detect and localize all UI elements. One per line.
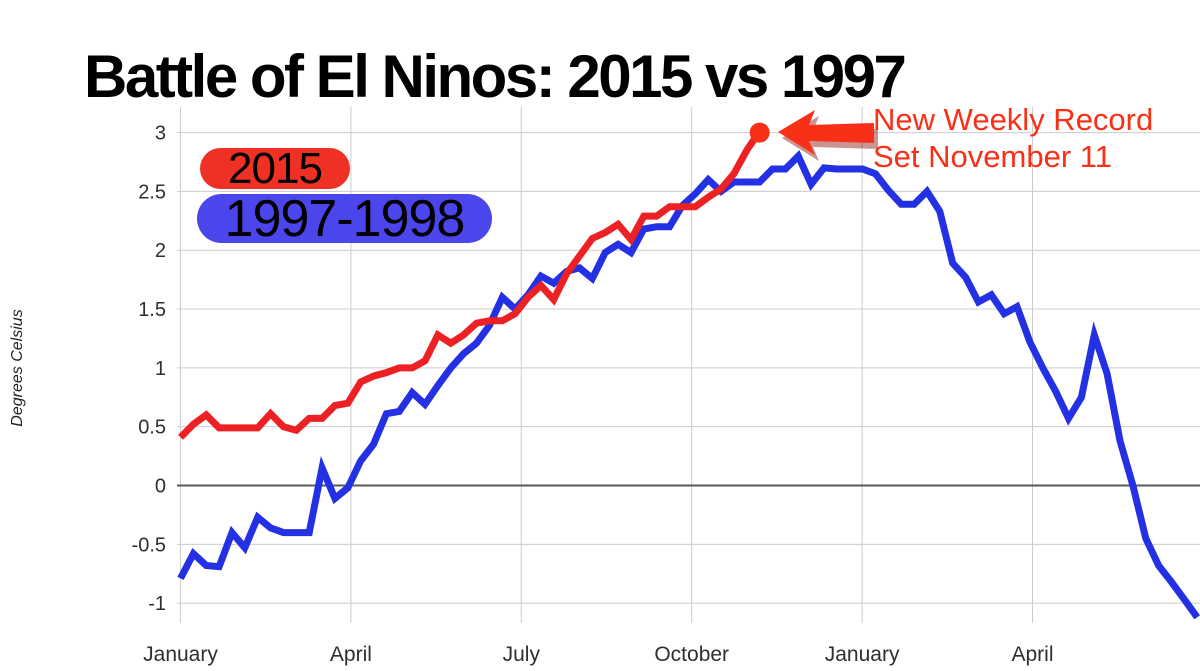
record-annotation-line1: New Weekly Record	[873, 102, 1154, 137]
record-point-marker	[749, 122, 770, 143]
y-axis-title: Degrees Celsius	[9, 309, 26, 426]
y-axis-tick-label: 3	[155, 123, 166, 145]
y-axis-tick-label: -0.5	[132, 534, 166, 556]
legend-label-2015: 2015	[228, 143, 323, 193]
legend-item-1997-1998: 1997-1998	[197, 190, 492, 248]
x-axis-tick-label: January	[143, 643, 218, 666]
y-axis-tick-label: 2	[155, 240, 166, 262]
y-axis-tick-label: -1	[148, 593, 166, 615]
series-line-2015	[178, 129, 763, 440]
x-axis-tick-label: April	[1011, 643, 1053, 666]
x-axis-tick-label: October	[654, 643, 729, 666]
y-axis-tick-label: 0.5	[138, 417, 166, 439]
page-title: Battle of El Ninos: 2015 vs 1997	[84, 43, 907, 111]
series-line-1997-1998	[177, 150, 1200, 620]
y-axis-tick-label: 2.5	[138, 181, 166, 203]
y-axis-tick-label: 0	[155, 476, 166, 498]
x-axis-tick-label: July	[503, 643, 541, 666]
legend-label-1997-1998: 1997-1998	[224, 189, 466, 248]
legend-item-2015: 2015	[200, 144, 350, 193]
annotation-arrow-icon	[778, 110, 874, 155]
record-annotation: New Weekly Record Set November 11	[873, 101, 1153, 175]
y-axis-tick-label: 1.5	[138, 299, 166, 321]
x-axis-tick-label: April	[330, 643, 372, 666]
record-annotation-line2: Set November 11	[873, 139, 1112, 174]
y-axis-tick-label: 1	[155, 358, 166, 380]
x-axis-tick-label: January	[825, 643, 900, 666]
